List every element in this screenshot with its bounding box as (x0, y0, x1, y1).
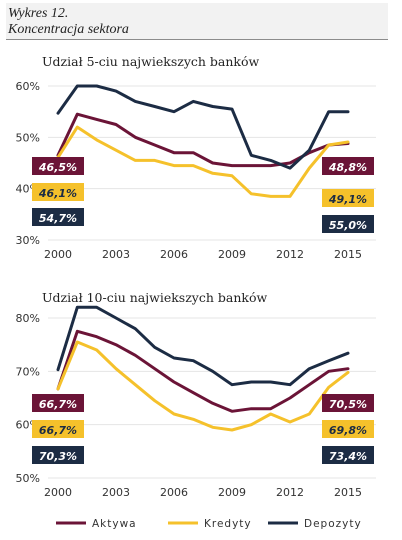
value-badge-label-depozyty: 54,7% (39, 212, 77, 225)
x-tick-label: 2012 (276, 248, 304, 261)
value-badge-label-kredyty: 69,8% (329, 424, 367, 437)
x-tick-label: 2000 (44, 486, 72, 499)
series-line-kredyty (56, 125, 350, 198)
value-badge-label-kredyty: 46,1% (38, 187, 77, 200)
figure-header: Wykres 12. Koncentracja sektora (6, 3, 388, 40)
series-line-depozyty (56, 84, 350, 170)
value-badge-aktywa (32, 157, 84, 175)
value-badge-kredyty (322, 189, 374, 207)
value-badge-kredyty (322, 420, 374, 438)
value-badge-label-aktywa: 66,7% (39, 398, 77, 411)
y-tick-label: 50% (16, 131, 40, 144)
chart-title: Udział 5-ciu najwiekszych banków (42, 54, 260, 69)
series-line-aktywa (56, 329, 350, 413)
figure-title: Koncentracja sektora (8, 22, 129, 37)
x-tick-label: 2009 (218, 486, 246, 499)
legend: Aktywa Kredyty Depozyty (56, 518, 362, 530)
y-tick-label: 50% (16, 472, 40, 485)
value-badge-kredyty (32, 420, 84, 438)
series-line-aktywa (56, 112, 350, 168)
x-tick-label: 2009 (218, 248, 246, 261)
value-badge-label-kredyty: 49,1% (328, 193, 367, 206)
value-badge-label-aktywa: 70,5% (329, 398, 367, 411)
value-badge-label-depozyty: 70,3% (39, 450, 77, 463)
y-tick-label: 30% (16, 234, 40, 247)
value-badge-label-kredyty: 66,7% (39, 424, 77, 437)
y-tick-label: 80% (16, 312, 40, 325)
series-line-depozyty (56, 305, 350, 387)
value-badge-depozyty (32, 208, 84, 226)
x-tick-label: 2006 (160, 248, 188, 261)
value-badge-depozyty (322, 446, 374, 464)
value-badge-label-aktywa: 48,8% (328, 161, 367, 174)
value-badge-kredyty (32, 183, 84, 201)
chart-panel-2: Udział 10-ciu najwiekszych banków50%60%7… (16, 290, 376, 499)
value-badge-label-depozyty: 55,0% (329, 219, 367, 232)
value-badge-aktywa (322, 394, 374, 412)
x-tick-label: 2003 (102, 248, 130, 261)
x-tick-label: 2015 (334, 248, 362, 261)
legend-label-aktywa: Aktywa (92, 518, 137, 530)
value-badge-label-aktywa: 46,5% (38, 161, 77, 174)
value-badge-label-depozyty: 73,4% (329, 450, 367, 463)
x-tick-label: 2006 (160, 486, 188, 499)
value-badge-aktywa (32, 394, 84, 412)
x-tick-label: 2000 (44, 248, 72, 261)
x-tick-label: 2015 (334, 486, 362, 499)
y-tick-label: 60% (16, 80, 40, 93)
chart-panel-1: Udział 5-ciu najwiekszych banków30%40%50… (16, 54, 376, 261)
value-badge-depozyty (322, 215, 374, 233)
value-badge-depozyty (32, 446, 84, 464)
y-tick-label: 70% (16, 365, 40, 378)
series-line-kredyty (56, 340, 350, 432)
legend-label-depozyty: Depozyty (304, 518, 362, 530)
x-tick-label: 2003 (102, 486, 130, 499)
figure-number: Wykres 12. (8, 6, 69, 21)
x-tick-label: 2012 (276, 486, 304, 499)
value-badge-aktywa (322, 157, 374, 175)
chart-title: Udział 10-ciu najwiekszych banków (42, 290, 267, 305)
legend-label-kredyty: Kredyty (204, 518, 252, 530)
